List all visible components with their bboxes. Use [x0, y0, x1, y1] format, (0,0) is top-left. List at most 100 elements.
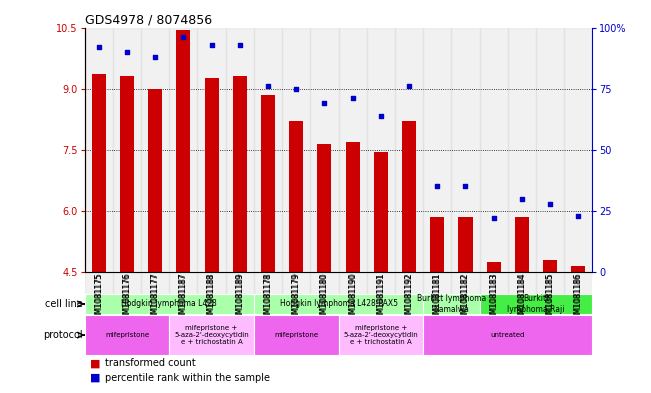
- Text: GSM1081189: GSM1081189: [235, 272, 244, 323]
- Bar: [430, 217, 444, 272]
- Bar: [141, 272, 169, 314]
- Text: GSM1081187: GSM1081187: [179, 272, 188, 323]
- Bar: [367, 272, 395, 314]
- Bar: [515, 217, 529, 272]
- Bar: [543, 260, 557, 272]
- Bar: [374, 152, 388, 272]
- Text: transformed count: transformed count: [105, 358, 196, 368]
- Text: GSM1081186: GSM1081186: [574, 273, 583, 323]
- Text: GSM1081189: GSM1081189: [235, 273, 244, 323]
- Text: GSM1081188: GSM1081188: [207, 273, 216, 323]
- Bar: [423, 272, 451, 314]
- Bar: [395, 272, 423, 314]
- Bar: [148, 89, 162, 272]
- Bar: [508, 28, 536, 272]
- Bar: [339, 272, 367, 314]
- Point: [94, 44, 104, 50]
- Text: ■: ■: [90, 358, 100, 368]
- Point: [122, 49, 132, 55]
- Text: GSM1081175: GSM1081175: [94, 272, 104, 323]
- Bar: [120, 76, 134, 272]
- Text: protocol: protocol: [44, 330, 83, 340]
- Bar: [480, 28, 508, 272]
- Bar: [395, 28, 423, 272]
- Point: [573, 213, 583, 219]
- Text: Burkitt
lymphoma Raji: Burkitt lymphoma Raji: [507, 294, 564, 314]
- Bar: [317, 144, 331, 272]
- Bar: [113, 272, 141, 314]
- Text: GSM1081191: GSM1081191: [376, 273, 385, 323]
- Text: GSM1081190: GSM1081190: [348, 273, 357, 324]
- Text: GSM1081175: GSM1081175: [94, 273, 104, 324]
- Bar: [169, 315, 254, 355]
- Text: GSM1081188: GSM1081188: [207, 272, 216, 323]
- Text: GSM1081183: GSM1081183: [489, 273, 498, 323]
- Bar: [480, 272, 508, 314]
- Point: [517, 196, 527, 202]
- Point: [376, 112, 386, 119]
- Bar: [402, 121, 416, 272]
- Text: mifepristone +
5-aza-2'-deoxycytidin
e + trichostatin A: mifepristone + 5-aza-2'-deoxycytidin e +…: [344, 325, 418, 345]
- Bar: [423, 315, 592, 355]
- Point: [432, 183, 443, 189]
- Text: GSM1081182: GSM1081182: [461, 272, 470, 323]
- Bar: [423, 294, 480, 314]
- Text: mifepristone: mifepristone: [274, 332, 318, 338]
- Bar: [85, 294, 254, 314]
- Bar: [339, 315, 423, 355]
- Text: GSM1081181: GSM1081181: [433, 272, 442, 323]
- Text: Hodgkin lymphoma L428: Hodgkin lymphoma L428: [121, 299, 217, 309]
- Bar: [226, 28, 254, 272]
- Bar: [169, 272, 197, 314]
- Text: ■: ■: [90, 373, 100, 383]
- Bar: [564, 272, 592, 314]
- Text: GSM1081190: GSM1081190: [348, 272, 357, 323]
- Text: GSM1081184: GSM1081184: [518, 272, 527, 323]
- Text: GSM1081192: GSM1081192: [404, 273, 413, 323]
- Bar: [311, 272, 339, 314]
- Text: cell line: cell line: [46, 299, 83, 309]
- Bar: [451, 272, 480, 314]
- Bar: [458, 217, 473, 272]
- Bar: [572, 266, 585, 272]
- Text: GSM1081185: GSM1081185: [546, 272, 555, 323]
- Text: percentile rank within the sample: percentile rank within the sample: [105, 373, 270, 383]
- Bar: [508, 272, 536, 314]
- Text: GSM1081179: GSM1081179: [292, 272, 301, 323]
- Bar: [339, 28, 367, 272]
- Bar: [141, 28, 169, 272]
- Bar: [282, 28, 311, 272]
- Point: [178, 34, 189, 40]
- Bar: [85, 272, 113, 314]
- Bar: [254, 28, 282, 272]
- Bar: [346, 141, 359, 272]
- Bar: [254, 315, 339, 355]
- Text: GSM1081177: GSM1081177: [150, 273, 159, 324]
- Text: GSM1081176: GSM1081176: [122, 273, 132, 324]
- Text: GSM1081176: GSM1081176: [122, 272, 132, 323]
- Bar: [480, 294, 592, 314]
- Text: GSM1081178: GSM1081178: [264, 273, 273, 323]
- Bar: [254, 294, 423, 314]
- Text: GSM1081191: GSM1081191: [376, 272, 385, 323]
- Bar: [536, 28, 564, 272]
- Bar: [564, 28, 592, 272]
- Point: [206, 42, 217, 48]
- Bar: [169, 28, 197, 272]
- Text: GSM1081181: GSM1081181: [433, 273, 442, 323]
- Bar: [85, 28, 113, 272]
- Text: mifepristone +
5-aza-2'-deoxycytidin
e + trichostatin A: mifepristone + 5-aza-2'-deoxycytidin e +…: [174, 325, 249, 345]
- Bar: [92, 74, 106, 272]
- Point: [150, 54, 160, 60]
- Point: [291, 86, 301, 92]
- Text: Hodgkin lymphoma L428-PAX5: Hodgkin lymphoma L428-PAX5: [279, 299, 398, 309]
- Bar: [289, 121, 303, 272]
- Bar: [487, 262, 501, 272]
- Bar: [423, 28, 451, 272]
- Bar: [113, 28, 141, 272]
- Point: [545, 200, 555, 207]
- Text: GSM1081192: GSM1081192: [404, 272, 413, 323]
- Bar: [254, 272, 282, 314]
- Text: GSM1081187: GSM1081187: [179, 273, 188, 323]
- Point: [404, 83, 414, 89]
